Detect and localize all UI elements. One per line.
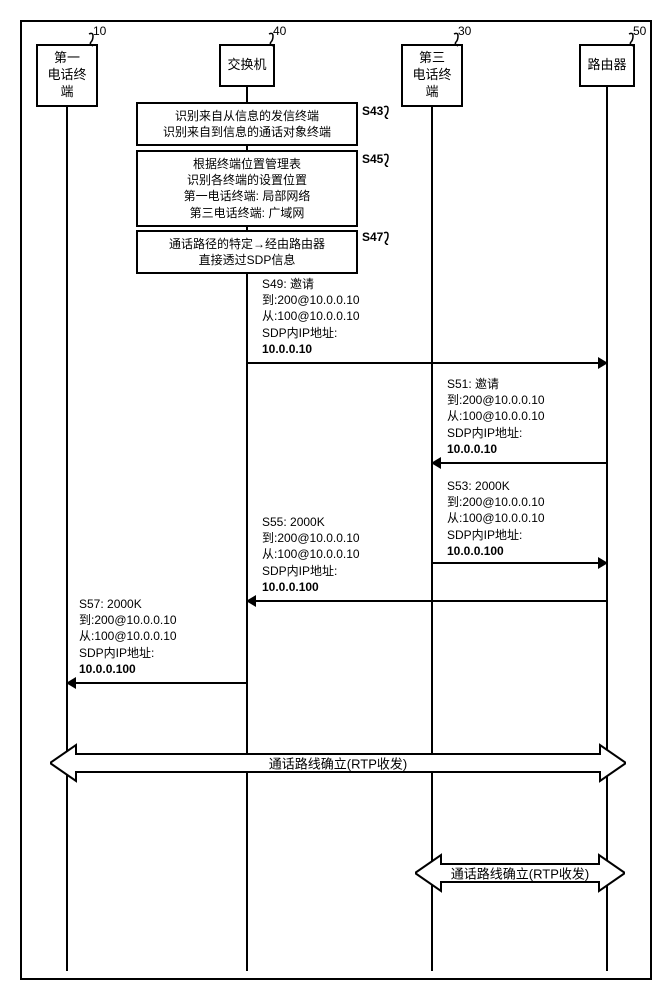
squiggle-icon	[628, 32, 638, 47]
participant-header-4: 路由器	[579, 44, 635, 87]
rtp-label-1: 通话路线确立(RTP收发)	[50, 754, 626, 773]
participant-header-2: 交换机	[219, 44, 275, 87]
lifeline-1	[66, 86, 68, 971]
msg-s53: S53: 2000K 到:200@10.0.0.10 从:100@10.0.0.…	[447, 476, 545, 561]
step-label-s45: S45	[362, 152, 393, 167]
squiggle-icon	[268, 32, 278, 47]
s43-l2: 识别来自到信息的通话对象终端	[163, 125, 331, 139]
arrow-s53	[433, 562, 606, 564]
lifeline-4	[606, 86, 608, 971]
msg-s49: S49: 邀请 到:200@10.0.0.10 从:100@10.0.0.10 …	[262, 274, 360, 359]
msg-s51: S51: 邀请 到:200@10.0.0.10 从:100@10.0.0.10 …	[447, 374, 545, 459]
msg-s57: S57: 2000K 到:200@10.0.0.10 从:100@10.0.0.…	[79, 594, 177, 679]
p4-l1: 路由器	[587, 57, 626, 72]
participant-header-1: 第一 电话终端	[36, 44, 98, 107]
s47-l1: 通话路径的特定→经由路由器	[169, 237, 325, 251]
process-s45: 根据终端位置管理表 识别各终端的设置位置 第一电话终端: 局部网络 第三电话终端…	[136, 150, 358, 227]
squiggle-icon	[88, 32, 98, 47]
process-s47: 通话路径的特定→经由路由器 直接透过SDP信息	[136, 230, 358, 274]
s45-l4: 第三电话终端: 广域网	[190, 206, 305, 220]
p1-l2: 电话终端	[47, 67, 86, 99]
lifeline-3	[431, 86, 433, 971]
process-s43: 识别来自从信息的发信终端 识别来自到信息的通话对象终端	[136, 102, 358, 146]
s45-l1: 根据终端位置管理表	[193, 157, 301, 171]
arrow-s55	[248, 600, 606, 602]
participant-header-3: 第三 电话终端	[401, 44, 463, 107]
s47-l2: 直接透过SDP信息	[199, 253, 296, 267]
s43-l1: 识别来自从信息的发信终端	[175, 109, 319, 123]
arrow-s57	[68, 682, 246, 684]
arrow-s51	[433, 462, 606, 464]
p1-l1: 第一	[54, 50, 80, 65]
s45-l3: 第一电话终端: 局部网络	[184, 189, 311, 203]
rtp-label-2: 通话路线确立(RTP收发)	[415, 864, 625, 883]
p3-l1: 第三	[419, 50, 445, 65]
rtp-arrow-full: 通话路线确立(RTP收发)	[50, 742, 626, 784]
s45-l2: 识别各终端的设置位置	[187, 173, 307, 187]
rtp-arrow-right: 通话路线确立(RTP收发)	[415, 852, 625, 894]
arrow-s49	[248, 362, 606, 364]
sequence-diagram: 10 第一 电话终端 40 交换机 30 第三 电话终端 50 路由器 识别来自…	[20, 20, 652, 980]
step-label-s43: S43	[362, 104, 393, 119]
p2-l1: 交换机	[227, 57, 266, 72]
squiggle-icon	[453, 32, 463, 47]
step-label-s47: S47	[362, 230, 393, 245]
msg-s55: S55: 2000K 到:200@10.0.0.10 从:100@10.0.0.…	[262, 512, 360, 597]
p3-l2: 电话终端	[412, 67, 451, 99]
